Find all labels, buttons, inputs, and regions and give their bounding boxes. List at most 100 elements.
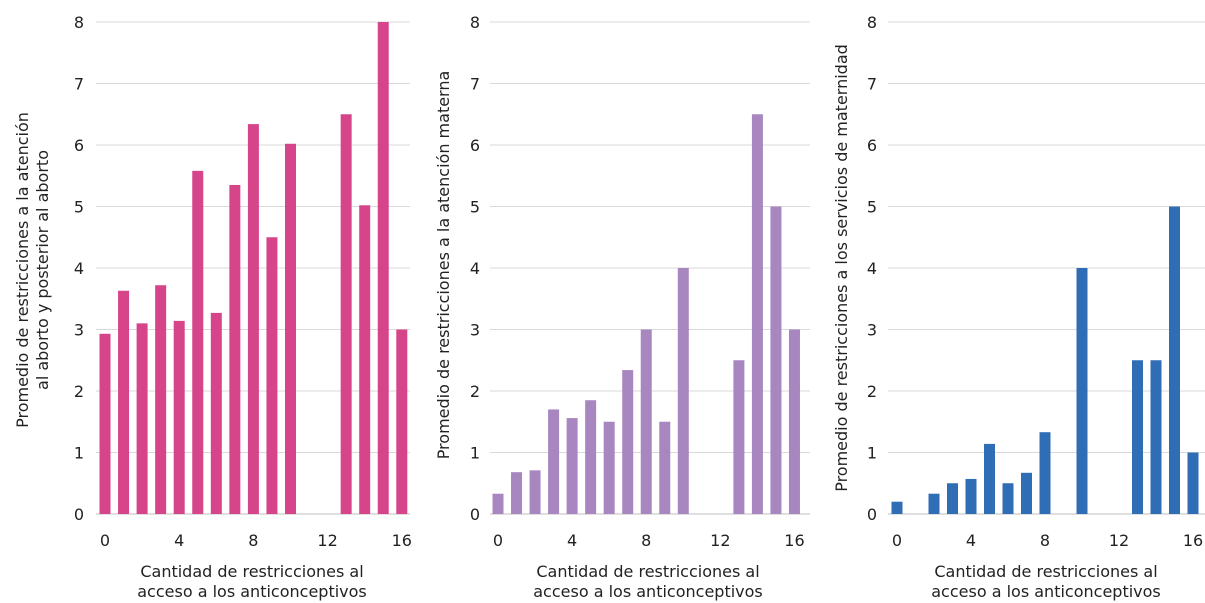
x-axis-title: Cantidad de restricciones al acceso a lo…	[931, 562, 1161, 602]
x-axis-title: Cantidad de restricciones al acceso a lo…	[137, 562, 367, 602]
y-axis-title: Promedio de restricciones a la atención …	[434, 71, 454, 460]
bar	[751, 114, 763, 514]
y-tick-label: 1	[470, 444, 480, 463]
x-tick-label: 0	[493, 531, 503, 550]
y-tick-label: 4	[470, 259, 480, 278]
y-tick-label: 8	[74, 13, 84, 32]
bar	[396, 329, 408, 514]
y-tick-label: 7	[867, 75, 877, 94]
bar	[659, 421, 671, 514]
bar	[622, 370, 634, 514]
bar	[965, 478, 977, 514]
y-axis-title-line: Promedio de restricciones a los servicio…	[832, 44, 851, 492]
x-tick-label: 12	[1109, 531, 1129, 550]
bar	[285, 143, 296, 514]
bar	[1187, 452, 1199, 514]
bar	[247, 124, 259, 514]
chart-panel-maternal-care: 0 1 2 3 4 5 6 7 8 0 4 8 12 16 Promedio de restriccion…	[410, 0, 810, 603]
bar	[1132, 360, 1143, 514]
bar	[99, 333, 111, 514]
y-axis-title-line: Promedio de restricciones a la atención	[13, 112, 32, 428]
bar	[266, 237, 278, 514]
bar	[677, 268, 689, 514]
x-axis-title-line: Cantidad de restricciones al	[140, 562, 364, 581]
x-tick-label: 16	[1183, 531, 1203, 550]
x-tick-label: 8	[248, 531, 258, 550]
y-tick-label: 7	[470, 75, 480, 94]
bar	[984, 443, 995, 514]
y-tick-label: 1	[867, 444, 877, 463]
y-tick-label: 0	[470, 505, 480, 524]
bar	[511, 472, 523, 514]
y-axis-title-line: al aborto y posterior al aborto	[33, 150, 52, 390]
bar	[136, 323, 148, 514]
y-tick-label: 2	[867, 382, 877, 401]
x-tick-label: 0	[892, 531, 902, 550]
y-tick-label: 1	[74, 444, 84, 463]
y-tick-label: 0	[867, 505, 877, 524]
bar	[1039, 432, 1051, 514]
bar	[155, 285, 167, 514]
bar	[173, 320, 185, 514]
y-tick-label: 0	[74, 505, 84, 524]
x-tick-label: 12	[317, 531, 337, 550]
x-axis-title: Cantidad de restricciones al acceso a lo…	[533, 562, 763, 602]
bar	[210, 312, 222, 514]
chart-panel-maternity-services: 0 1 2 3 4 5 6 7 8 0 4 8 12 16 Promedio de restriccion…	[810, 0, 1205, 603]
bar	[192, 170, 204, 514]
y-tick-label: 3	[470, 321, 480, 340]
y-tick-label: 7	[74, 75, 84, 94]
y-axis-title-line: Promedio de restricciones a la atención …	[434, 70, 453, 460]
y-tick-label: 8	[867, 13, 877, 32]
x-tick-label: 0	[100, 531, 110, 550]
x-tick-label: 16	[784, 531, 804, 550]
bar	[891, 501, 903, 514]
bar	[1002, 483, 1014, 514]
bar	[548, 409, 560, 514]
y-tick-label: 2	[74, 382, 84, 401]
x-tick-label: 12	[710, 531, 730, 550]
bar	[947, 483, 958, 514]
bar	[359, 205, 371, 514]
y-tick-label: 8	[470, 13, 480, 32]
x-tick-label: 8	[641, 531, 651, 550]
y-axis-title: Promedio de restricciones a la atención …	[13, 112, 53, 428]
x-tick-label: 4	[567, 531, 577, 550]
x-tick-label: 4	[966, 531, 976, 550]
y-tick-label: 5	[867, 198, 877, 217]
bar	[1076, 268, 1088, 514]
x-axis-title-line: Cantidad de restricciones al	[934, 562, 1158, 581]
y-tick-label: 4	[74, 259, 84, 278]
bar	[585, 400, 597, 514]
bar	[733, 360, 745, 514]
y-tick-label: 5	[470, 198, 480, 217]
y-tick-label: 2	[470, 382, 480, 401]
bar	[603, 421, 615, 514]
x-tick-label: 16	[392, 531, 412, 550]
x-axis-title-line: acceso a los anticonceptivos	[533, 582, 763, 601]
bar	[229, 184, 241, 514]
y-tick-label: 3	[74, 321, 84, 340]
x-axis-title-line: acceso a los anticonceptivos	[137, 582, 367, 601]
bar	[788, 329, 800, 514]
bar	[1150, 360, 1162, 514]
y-tick-label: 6	[470, 136, 480, 155]
y-tick-label: 5	[74, 198, 84, 217]
bar	[1021, 472, 1032, 514]
y-tick-label: 3	[867, 321, 877, 340]
bar	[1169, 206, 1180, 514]
bar	[529, 470, 541, 514]
bar	[770, 206, 782, 514]
x-axis-title-line: Cantidad de restricciones al	[536, 562, 760, 581]
bar	[492, 493, 504, 514]
x-tick-label: 4	[174, 531, 184, 550]
bar	[377, 22, 389, 514]
y-axis-title: Promedio de restricciones a los servicio…	[832, 44, 852, 492]
y-tick-label: 6	[867, 136, 877, 155]
chart-panel-abortion: 0 1 2 3 4 5 6 7 8 0 4 8 12 16 Promedio de restriccion…	[0, 0, 412, 603]
bar	[340, 114, 352, 514]
x-tick-label: 8	[1040, 531, 1050, 550]
bar	[928, 493, 940, 514]
